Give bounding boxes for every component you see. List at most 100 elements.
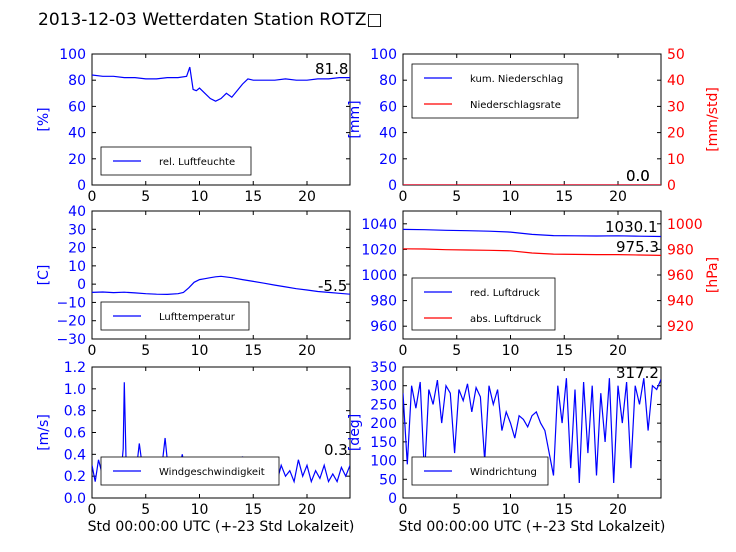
panel-temperature: 0 5 10 15 20 −30 −20 −10 0 10 20 30 40 [C] Lufttempera… — [36, 204, 351, 359]
pressure-series-line-1 — [403, 248, 661, 256]
temperature-ytick-label: −10 — [56, 295, 86, 311]
precipitation-ytick-label: 40 — [379, 126, 397, 142]
precipitation-xtick-label: 15 — [555, 189, 573, 205]
temperature-ytick-label: 30 — [68, 222, 86, 238]
panel-windspeed: 0 5 10 15 20 0.0 0.2 0.4 0.6 0.8 1.0 1.2 [m/s] Windge… — [36, 360, 351, 518]
pressure-ytick-label: 1000 — [361, 268, 397, 284]
windspeed-xlabel: Std 00:00:00 UTC (+-23 Std Lokalzeit) — [88, 519, 355, 535]
pressure-legend-label: abs. Luftdruck — [470, 314, 541, 325]
windspeed-ytick-label: 1.2 — [64, 360, 86, 376]
humidity-legend-label: rel. Luftfeuchte — [159, 157, 235, 168]
winddirection-legend-label: Windrichtung — [470, 467, 537, 478]
precipitation-ytick-right-label: 10 — [667, 152, 685, 168]
humidity-xtick-label: 15 — [244, 189, 262, 205]
temperature-ylabel: [C] — [36, 265, 52, 286]
precipitation-xtick-label: 10 — [502, 189, 520, 205]
winddirection-series-line-0 — [403, 378, 661, 484]
winddirection-ytick-label: 250 — [370, 397, 397, 413]
temperature-ytick-label: −30 — [56, 332, 86, 348]
temperature-ytick-label: 20 — [68, 241, 86, 257]
precipitation-ylabel: [mm] — [347, 100, 363, 138]
precipitation-ytick-right-label: 50 — [667, 47, 685, 63]
winddirection-xtick-label: 10 — [502, 502, 520, 518]
winddirection-ytick-label: 0 — [388, 491, 397, 507]
precipitation-legend-label: Niederschlagsrate — [470, 100, 561, 111]
winddirection-xtick-label: 0 — [399, 502, 408, 518]
pressure-ytick-right-label: 1000 — [667, 217, 703, 233]
precipitation-ytick-right-label: 40 — [667, 73, 685, 89]
temperature-xtick-label: 5 — [141, 343, 150, 359]
humidity-ytick-label: 80 — [68, 73, 86, 89]
windspeed-ytick-label: 0.2 — [64, 469, 86, 485]
winddirection-current-value: 317.2 — [616, 364, 659, 382]
panel-winddirection: 0 5 10 15 20050100150200250300350[deg]Windri… — [347, 360, 662, 518]
windspeed-ytick-label: 1.0 — [64, 382, 86, 398]
pressure-xtick-label: 10 — [502, 343, 520, 359]
precipitation-xtick-label: 0 — [399, 189, 408, 205]
figure-title: 2013-12-03 Wetterdaten Station ROTZ□ — [38, 10, 383, 30]
precipitation-ytick-right-label: 30 — [667, 99, 685, 115]
temperature-ytick-label: 10 — [68, 259, 86, 275]
winddirection-xlabel: Std 00:00:00 UTC (+-23 Std Lokalzeit) — [399, 519, 666, 535]
precipitation-current-value: 0.0 — [626, 167, 650, 185]
pressure-ylabel-right: [hPa] — [705, 257, 721, 293]
winddirection-xtick-label: 15 — [555, 502, 573, 518]
humidity-ytick-label: 100 — [59, 47, 86, 63]
temperature-xtick-label: 0 — [88, 343, 97, 359]
winddirection-xtick-label: 5 — [452, 502, 461, 518]
precipitation-ytick-label: 0 — [388, 178, 397, 194]
windspeed-current-value: 0.3 — [324, 441, 348, 459]
precipitation-ytick-label: 20 — [379, 152, 397, 168]
humidity-xtick-label: 0 — [88, 189, 97, 205]
winddirection-ytick-label: 150 — [370, 435, 397, 451]
humidity-ytick-label: 0 — [77, 178, 86, 194]
humidity-current-value: 81.8 — [315, 60, 348, 78]
windspeed-xtick-label: 15 — [244, 502, 262, 518]
temperature-ytick-label: −20 — [56, 314, 86, 330]
precipitation-xtick-label: 20 — [609, 189, 627, 205]
pressure-ytick-right-label: 960 — [667, 268, 694, 284]
temperature-legend-label: Lufttemperatur — [159, 312, 236, 323]
precipitation-legend-label: kum. Niederschlag — [470, 74, 563, 85]
windspeed-legend-label: Windgeschwindigkeit — [159, 467, 265, 478]
humidity-xtick-label: 10 — [191, 189, 209, 205]
humidity-xtick-label: 5 — [141, 189, 150, 205]
pressure-ytick-label: 980 — [370, 294, 397, 310]
precipitation-ytick-right-label: 20 — [667, 126, 685, 142]
humidity-ytick-label: 40 — [68, 126, 86, 142]
precipitation-ylabel-right: [mm/std] — [705, 87, 721, 152]
pressure-xtick-label: 5 — [452, 343, 461, 359]
windspeed-ytick-label: 0.8 — [64, 404, 86, 420]
windspeed-xtick-label: 20 — [298, 502, 316, 518]
temperature-xtick-label: 20 — [298, 343, 316, 359]
temperature-ytick-label: 40 — [68, 204, 86, 220]
humidity-xtick-label: 20 — [298, 189, 316, 205]
temperature-ytick-label: 0 — [77, 277, 86, 293]
precipitation-current-value: 0.0 — [626, 167, 650, 185]
windspeed-xtick-label: 10 — [191, 502, 209, 518]
windspeed-xtick-label: 0 — [88, 502, 97, 518]
temperature-series-line-0 — [92, 275, 350, 296]
pressure-ytick-label: 960 — [370, 319, 397, 335]
pressure-xtick-label: 20 — [609, 343, 627, 359]
humidity-ytick-label: 20 — [68, 152, 86, 168]
panel-precipitation: 0 5 10 15 20 0 20 40 60 80 100 0 10 20 30 40 50 [mm] [mm/s… — [347, 47, 721, 205]
precipitation-ytick-right-label: 0 — [667, 178, 676, 194]
windspeed-ylabel: [m/s] — [36, 414, 52, 451]
pressure-current-value: 1030.1 — [605, 218, 658, 236]
windspeed-ytick-label: 0.0 — [64, 491, 86, 507]
winddirection-ytick-label: 200 — [370, 416, 397, 432]
winddirection-ytick-label: 50 — [379, 472, 397, 488]
pressure-xtick-label: 0 — [399, 343, 408, 359]
pressure-ytick-right-label: 940 — [667, 294, 694, 310]
precipitation-ytick-label: 80 — [379, 73, 397, 89]
pressure-ytick-right-label: 920 — [667, 319, 694, 335]
precipitation-ytick-label: 100 — [370, 47, 397, 63]
temperature-current-value: -5.5 — [318, 277, 347, 295]
temperature-xtick-label: 10 — [191, 343, 209, 359]
humidity-ylabel: [%] — [36, 107, 52, 131]
humidity-ytick-label: 60 — [68, 99, 86, 115]
pressure-xtick-label: 15 — [555, 343, 573, 359]
windspeed-xtick-label: 5 — [141, 502, 150, 518]
